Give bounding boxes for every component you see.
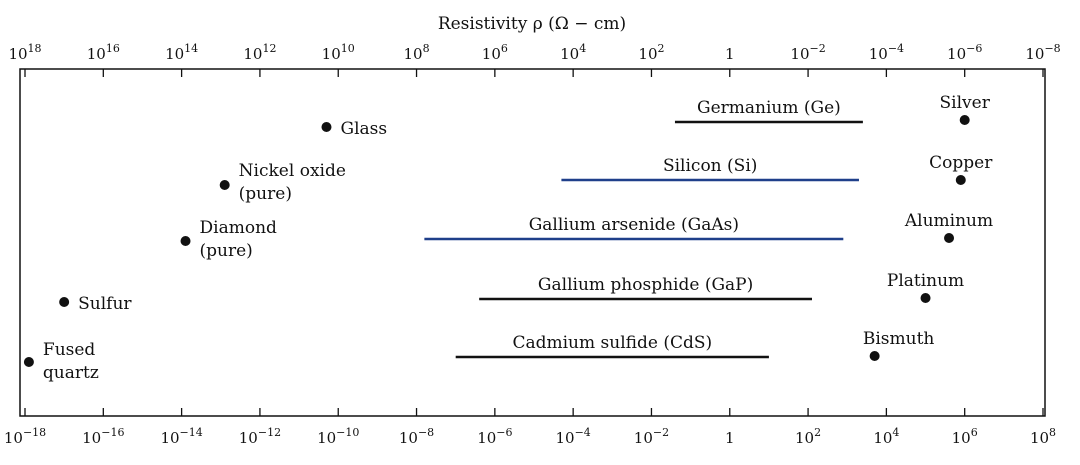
bottom-tick-label: 10−10 [317, 426, 359, 447]
top-tick-label: 104 [560, 42, 586, 63]
material-label: Silver [940, 93, 991, 113]
range-label: Germanium (Ge) [697, 98, 841, 118]
top-axis: 1018 1016 1014 1012 1010 108 106 104 102 1 10−2 10−… [8, 42, 1061, 77]
top-tick-label: 1010 [322, 42, 355, 63]
material-point [23, 357, 34, 367]
material-point [955, 175, 966, 185]
bottom-tick-label: 10−14 [160, 426, 202, 447]
top-tick-label: 1 [725, 45, 735, 63]
material-label: Sulfur [78, 294, 132, 314]
top-axis-title: Resistivity ρ (Ω − cm) [438, 14, 626, 34]
top-tick-label: 102 [638, 42, 664, 63]
material-point [959, 115, 970, 125]
bottom-tick-label: 10−2 [634, 426, 669, 447]
range-label: Silicon (Si) [663, 156, 757, 176]
range-label: Cadmium sulfide (CdS) [512, 333, 712, 353]
material-label: Bismuth [863, 329, 935, 349]
material-point [219, 180, 230, 190]
bottom-tick-label: 10−6 [477, 426, 512, 447]
top-tick-label: 10−4 [869, 42, 904, 63]
range-label: Gallium phosphide (GaP) [538, 275, 753, 295]
bottom-axis: 10−18 10−16 10−14 10−12 10−10 10−8 10−6 10−4 10−… [4, 408, 1056, 447]
material-label: Copper [929, 153, 993, 173]
top-tick-label: 1014 [165, 42, 198, 63]
plot-frame [19, 68, 1046, 417]
material-point [920, 293, 931, 303]
bottom-tick-label: 102 [795, 426, 821, 447]
material-point [944, 233, 955, 243]
top-tick-label: 1018 [8, 42, 41, 63]
bottom-tick-label: 10−4 [555, 426, 590, 447]
material-label: Platinum [887, 271, 964, 291]
semiconductor-ranges: Germanium (Ge) Silicon (Si) Gallium arseni… [424, 98, 863, 359]
material-label: Diamond (pure) [200, 218, 278, 261]
material-point [321, 122, 332, 132]
bottom-tick-label: 108 [1030, 426, 1056, 447]
material-label: Glass [340, 119, 387, 139]
top-tick-label: 106 [482, 42, 508, 63]
material-points: Glass Nickel oxide (pure) Diamond (pure) Sulf… [23, 93, 993, 383]
top-tick-label: 1012 [243, 42, 276, 63]
material-label: Nickel oxide (pure) [239, 161, 346, 204]
top-tick-label: 1016 [87, 42, 120, 63]
material-point [59, 297, 70, 307]
bottom-tick-label: 10−12 [239, 426, 281, 447]
material-point [869, 351, 880, 361]
material-label: Fused quartz [43, 340, 99, 383]
top-tick-label: 10−2 [790, 42, 825, 63]
top-tick-label: 108 [403, 42, 429, 63]
range-label: Gallium arsenide (GaAs) [529, 215, 739, 235]
bottom-tick-label: 106 [952, 426, 978, 447]
bottom-tick-label: 10−16 [82, 426, 124, 447]
bottom-tick-label: 104 [873, 426, 899, 447]
bottom-tick-label: 10−8 [399, 426, 434, 447]
bottom-tick-label: 10−18 [4, 426, 46, 447]
top-tick-label: 10−8 [1025, 42, 1060, 63]
material-label: Aluminum [904, 211, 993, 231]
top-tick-label: 10−6 [947, 42, 982, 63]
material-point [180, 236, 191, 246]
bottom-tick-label: 1 [725, 429, 735, 447]
